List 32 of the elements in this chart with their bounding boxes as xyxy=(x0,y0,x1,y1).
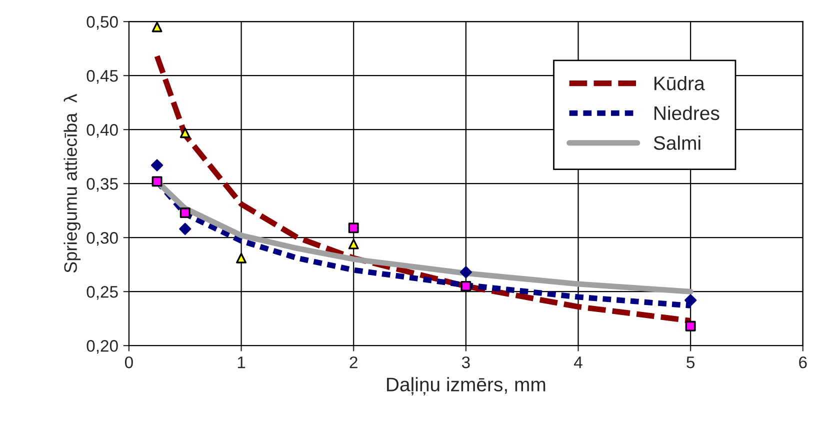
y-tick-label: 0,30 xyxy=(86,232,118,246)
x-axis-title: Daļiņu izmērs, mm xyxy=(387,377,546,396)
point xyxy=(151,159,164,172)
point xyxy=(152,22,162,32)
x-tick-label: 3 xyxy=(462,356,470,368)
y-tick-label: 0,40 xyxy=(86,124,118,138)
point xyxy=(152,176,162,187)
y-tick-label: 0,35 xyxy=(86,178,118,192)
point xyxy=(685,320,696,332)
point xyxy=(684,294,697,306)
point xyxy=(348,222,359,234)
y-tick-label: 0,45 xyxy=(86,70,118,84)
point xyxy=(460,280,472,292)
x-tick-label: 5 xyxy=(686,356,694,368)
point xyxy=(180,128,190,138)
legend-label: Salmi xyxy=(654,136,700,150)
y-tick-label: 0,50 xyxy=(86,16,118,30)
point xyxy=(179,222,192,235)
y-tick-label: 0,25 xyxy=(86,286,118,300)
x-tick-label: 4 xyxy=(574,356,582,368)
legend-label: Niedres xyxy=(654,106,720,120)
point xyxy=(236,252,247,264)
x-tick-label: 0 xyxy=(124,356,133,368)
point xyxy=(180,208,190,218)
y-axis-title: Spriegumu attiecība λ xyxy=(64,94,81,273)
point xyxy=(460,266,472,278)
legend-label: Kūdra xyxy=(654,76,705,90)
y-tick-label: 0,20 xyxy=(86,340,118,354)
x-tick-label: 6 xyxy=(799,356,807,368)
point xyxy=(348,238,359,250)
x-tick-label: 2 xyxy=(350,356,358,368)
x-tick-label: 1 xyxy=(238,356,246,368)
